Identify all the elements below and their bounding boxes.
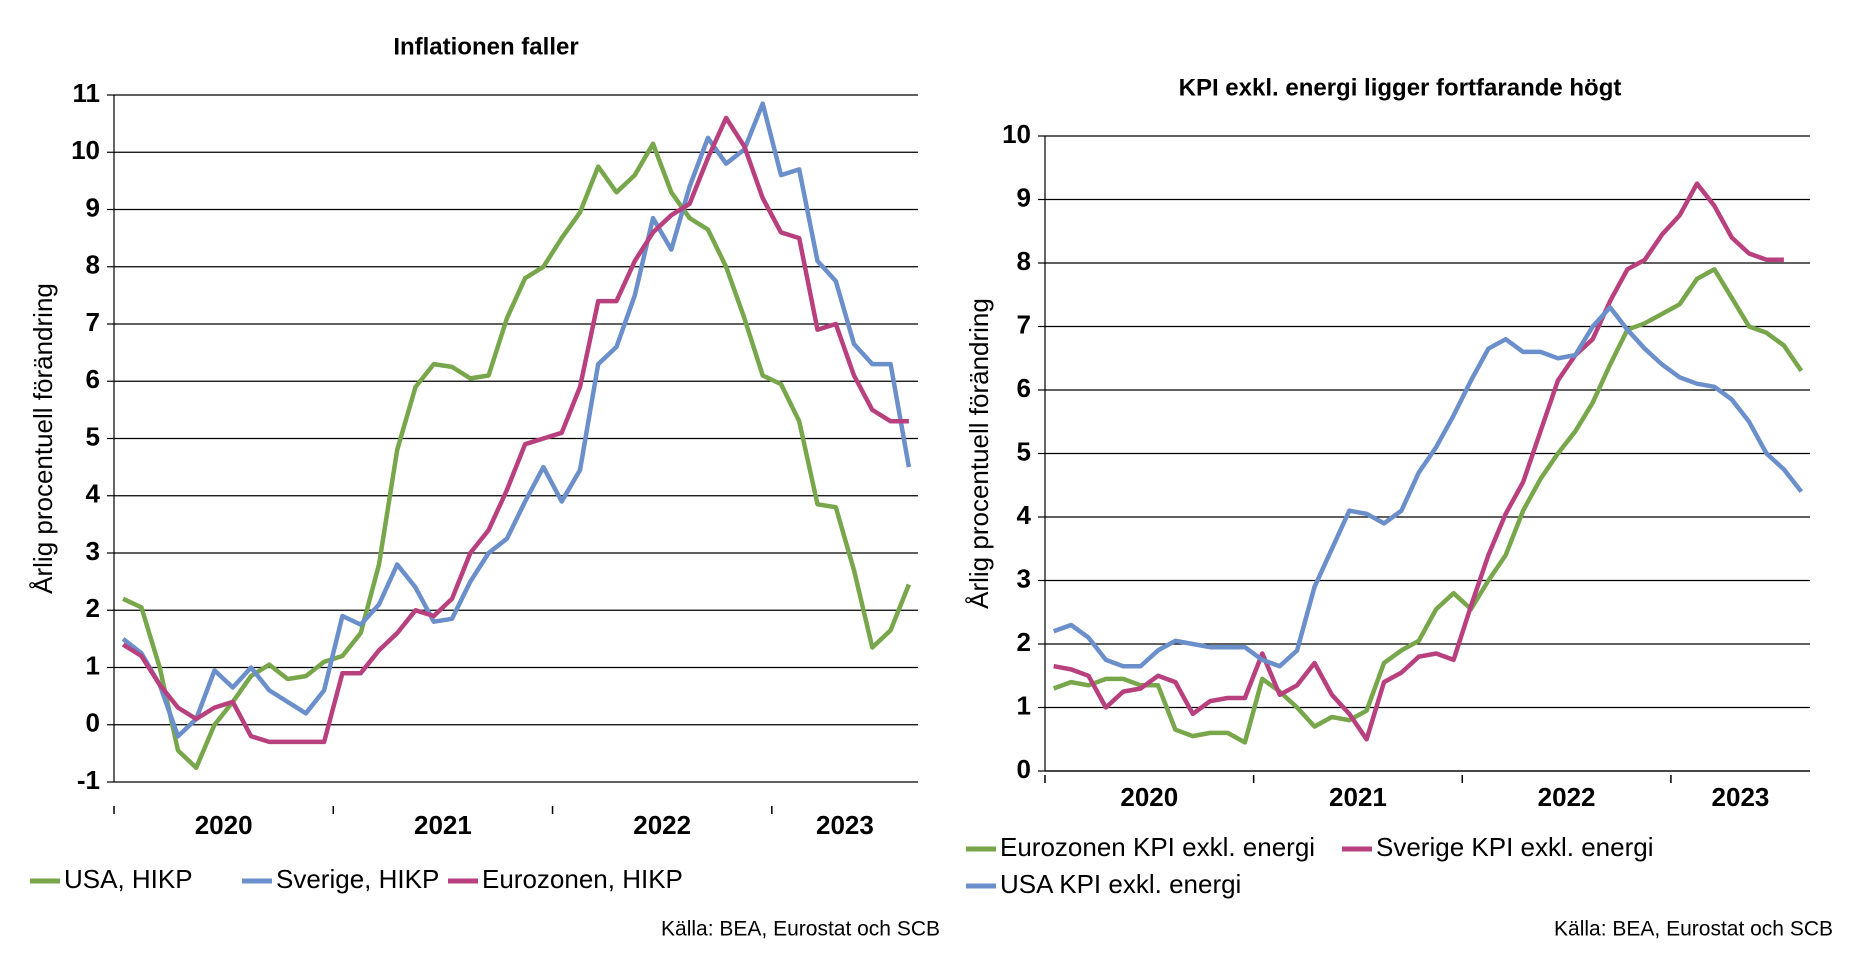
y-tick-label: -1 <box>77 765 100 795</box>
y-tick-label: 10 <box>71 135 100 165</box>
y-tick-label: 0 <box>1017 754 1031 784</box>
y-tick-label: 0 <box>86 708 100 738</box>
legend-label: Sverige, HIKP <box>276 864 439 894</box>
y-tick-label: 11 <box>73 78 101 108</box>
y-tick-label: 3 <box>1017 563 1031 593</box>
y-tick-label: 7 <box>86 307 100 337</box>
y-tick-label: 1 <box>1017 690 1031 720</box>
y-tick-label: 7 <box>1017 309 1031 339</box>
legend-label: Eurozonen KPI exkl. energi <box>1000 832 1315 862</box>
source-note: Källa: BEA, Eurostat och SCB <box>661 918 940 941</box>
y-tick-label: 9 <box>86 192 100 222</box>
chart-title: KPI exkl. energi ligger fortfarande högt <box>1179 74 1622 101</box>
x-tick-label: 2022 <box>633 810 691 840</box>
chart-title: Inflationen faller <box>393 33 578 60</box>
legend-label: USA, HIKP <box>64 864 193 894</box>
y-tick-label: 1 <box>86 650 100 680</box>
y-tick-label: 2 <box>86 593 100 623</box>
y-tick-label: 6 <box>86 364 100 394</box>
x-tick-label: 2021 <box>1329 782 1387 812</box>
x-tick-label: 2020 <box>1120 782 1178 812</box>
x-tick-label: 2023 <box>816 810 874 840</box>
series-line <box>121 115 909 745</box>
x-tick-label: 2020 <box>195 810 253 840</box>
series-line <box>121 101 912 739</box>
y-tick-label: 3 <box>86 536 100 566</box>
series-line <box>1052 305 1804 669</box>
legend-label: Eurozonen, HIKP <box>482 864 683 894</box>
legend-label: Sverige KPI exkl. energi <box>1376 832 1653 862</box>
source-note: Källa: BEA, Eurostat och SCB <box>1554 918 1833 941</box>
y-tick-label: 4 <box>1017 500 1032 530</box>
y-tick-label: 5 <box>1017 436 1031 466</box>
series-line <box>1052 267 1804 745</box>
x-tick-label: 2021 <box>414 810 472 840</box>
y-axis-label: Årlig procentuell förändring <box>28 283 58 594</box>
y-tick-label: 2 <box>1017 627 1031 657</box>
series-line <box>1053 181 1784 742</box>
y-tick-label: 9 <box>1017 182 1031 212</box>
y-tick-label: 6 <box>1017 373 1031 403</box>
y-tick-label: 8 <box>1017 246 1031 276</box>
y-tick-label: 10 <box>1002 119 1031 149</box>
x-tick-label: 2023 <box>1712 782 1770 812</box>
y-tick-label: 5 <box>86 421 100 451</box>
y-axis-label: Årlig procentuell förändring <box>964 298 994 609</box>
y-tick-label: 8 <box>86 250 100 280</box>
y-tick-label: 4 <box>86 479 101 509</box>
legend-label: USA KPI exkl. energi <box>1000 869 1241 899</box>
x-tick-label: 2022 <box>1538 782 1596 812</box>
